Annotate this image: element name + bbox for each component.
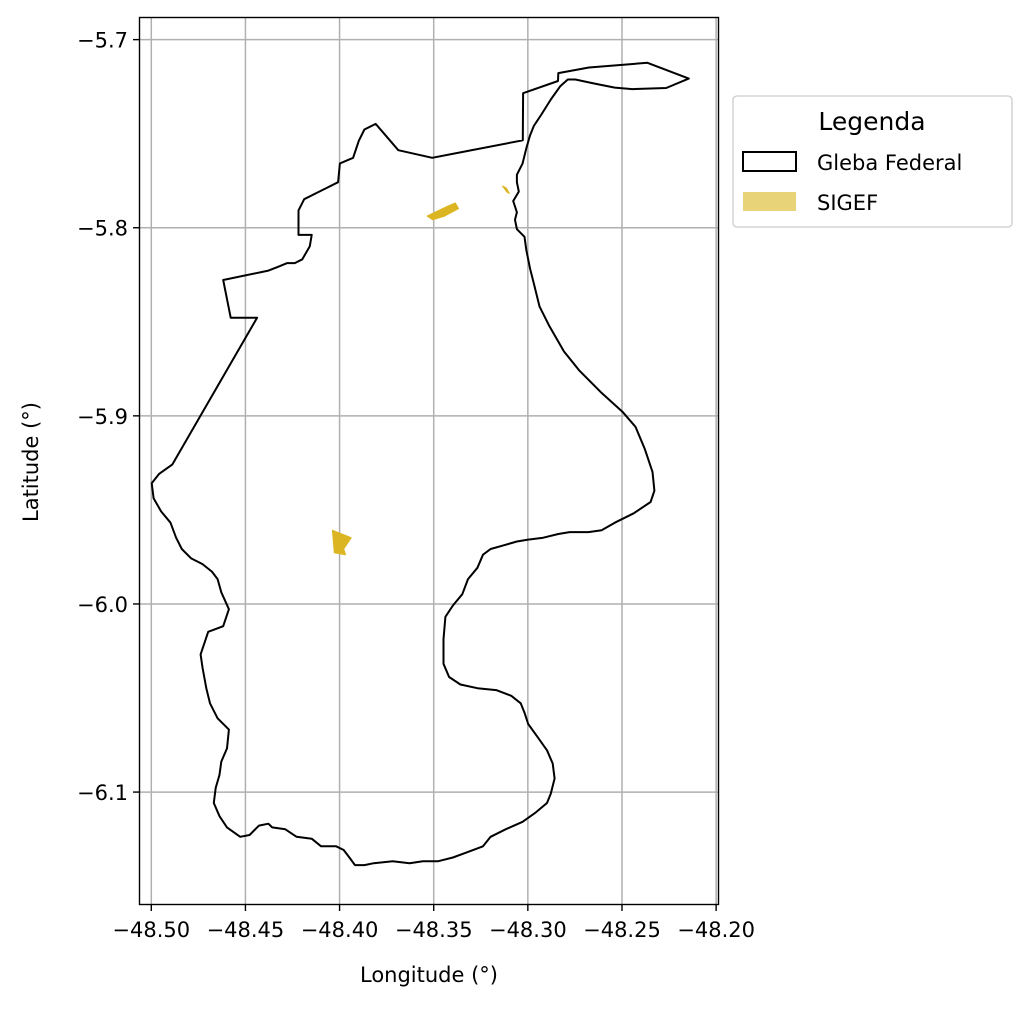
axis-ticks: −48.50 −48.45 −48.40 −48.35 −48.30 −48.25 −48.… xyxy=(77,29,755,942)
y-tick-label: −6.0 xyxy=(77,593,128,617)
sigef-polygon xyxy=(501,185,510,194)
sigef-polygon xyxy=(331,529,352,556)
y-axis-label: Latitude (°) xyxy=(19,402,43,522)
plot-frame xyxy=(138,16,720,906)
x-axis-label: Longitude (°) xyxy=(360,963,498,987)
legend-label-gleba-federal: Gleba Federal xyxy=(817,151,962,175)
legend-swatch-sigef xyxy=(743,192,796,211)
x-tick-label: −48.40 xyxy=(301,918,379,942)
x-tick-label: −48.25 xyxy=(583,918,661,942)
gleba-federal-polygon xyxy=(150,61,690,867)
legend-label-sigef: SIGEF xyxy=(817,191,878,215)
x-tick-label: −48.45 xyxy=(207,918,285,942)
y-tick-label: −5.7 xyxy=(77,29,128,53)
x-tick-label: −48.50 xyxy=(112,918,190,942)
x-tick-label: −48.20 xyxy=(677,918,755,942)
legend: Legenda Gleba Federal SIGEF xyxy=(732,95,1013,228)
x-tick-label: −48.35 xyxy=(395,918,473,942)
y-tick-label: −5.9 xyxy=(77,405,128,429)
grid xyxy=(140,18,718,904)
legend-title: Legenda xyxy=(818,107,925,136)
y-tick-label: −6.1 xyxy=(77,781,128,805)
legend-box xyxy=(732,95,1013,228)
legend-swatch-gleba-federal xyxy=(742,151,797,172)
map-layers xyxy=(150,61,690,867)
y-tick-label: −5.8 xyxy=(77,217,128,241)
x-tick-label: −48.30 xyxy=(489,918,567,942)
sigef-polygon xyxy=(426,202,460,221)
